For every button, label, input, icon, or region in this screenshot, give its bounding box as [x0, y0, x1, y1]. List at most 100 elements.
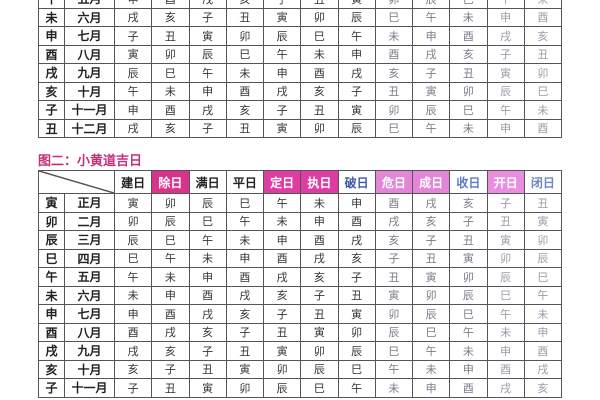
day-cell: 寅	[486, 230, 525, 250]
day-cell: 寅	[188, 378, 227, 398]
header-cell: 破日	[337, 170, 376, 194]
day-cell: 申	[262, 230, 302, 250]
day-cell: 丑	[262, 322, 302, 342]
day-cell: 丑	[374, 81, 414, 101]
day-cell: 丑	[449, 230, 488, 250]
day-cell: 戌	[188, 304, 227, 324]
day-cell: 子	[374, 248, 414, 268]
day-cell: 卯	[337, 322, 376, 342]
day-cell: 辰	[337, 341, 376, 361]
branch-cell: 丑	[38, 118, 65, 138]
month-cell: 八月	[64, 44, 115, 64]
day-cell: 亥	[151, 118, 190, 138]
day-cell: 寅	[337, 100, 376, 120]
day-cell: 戌	[151, 322, 190, 342]
day-cell: 午	[374, 359, 414, 379]
day-cell: 申	[523, 322, 563, 342]
day-cell: 巳	[523, 81, 563, 101]
day-cell: 卯	[449, 267, 488, 287]
day-cell: 未	[449, 118, 488, 138]
day-cell: 申	[337, 44, 376, 64]
day-cell: 丑	[486, 211, 525, 231]
month-cell: 八月	[64, 322, 115, 342]
branch-cell: 寅	[38, 193, 65, 213]
day-cell: 酉	[225, 81, 265, 101]
branch-cell: 午	[38, 267, 65, 287]
day-cell: 戌	[523, 359, 563, 379]
day-cell: 未	[262, 211, 302, 231]
day-cell: 辰	[449, 285, 488, 305]
day-cell: 子	[486, 193, 525, 213]
day-cell: 巳	[225, 193, 265, 213]
branch-cell: 卯	[38, 211, 65, 231]
day-cell: 午	[449, 322, 488, 342]
day-cell: 子	[411, 63, 451, 83]
day-cell: 巳	[151, 230, 190, 250]
day-cell: 戌	[300, 248, 339, 268]
month-cell: 九月	[64, 341, 115, 361]
day-cell: 巳	[188, 211, 227, 231]
day-cell: 卯	[411, 285, 451, 305]
table-row: 卯二月卯辰巳午未申酉戌亥子丑寅	[38, 211, 563, 231]
day-cell: 巳	[449, 304, 488, 324]
day-cell: 未	[523, 100, 563, 120]
table-row: 丑十二月戌亥子丑寅卯辰巳午未申酉	[38, 118, 563, 138]
day-cell: 申	[151, 285, 190, 305]
day-cell: 未	[374, 378, 414, 398]
day-cell: 戌	[337, 63, 376, 83]
branch-cell: 戌	[38, 63, 65, 83]
day-cell: 卯	[262, 359, 302, 379]
branch-cell: 辰	[38, 230, 65, 250]
table-row: 酉八月寅卯辰巳午未申酉戌亥子丑	[38, 44, 563, 64]
day-cell: 寅	[225, 359, 265, 379]
month-cell: 十月	[64, 81, 115, 101]
month-cell: 正月	[64, 193, 115, 213]
day-cell: 巳	[113, 248, 153, 268]
day-cell: 未	[486, 322, 525, 342]
branch-cell: 亥	[38, 359, 65, 379]
day-cell: 午	[262, 44, 302, 64]
day-cell: 酉	[337, 211, 376, 231]
day-cell: 申	[113, 304, 153, 324]
day-cell: 丑	[151, 26, 190, 46]
day-cell: 申	[449, 359, 488, 379]
month-cell: 十二月	[64, 118, 115, 138]
day-cell: 未	[151, 267, 190, 287]
day-cell: 亥	[449, 44, 488, 64]
header-cell: 开日	[486, 170, 525, 194]
day-cell: 亥	[262, 285, 302, 305]
day-cell: 申	[188, 267, 227, 287]
day-cell: 亥	[374, 63, 414, 83]
day-cell: 午	[523, 285, 563, 305]
day-cell: 戌	[411, 193, 451, 213]
header-cell: 建日	[113, 170, 153, 194]
day-cell: 子	[188, 7, 227, 27]
day-cell: 酉	[374, 44, 414, 64]
day-cell: 辰	[262, 26, 302, 46]
day-cell: 寅	[262, 7, 302, 27]
day-cell: 未	[225, 63, 265, 83]
day-cell: 子	[486, 44, 525, 64]
header-cell: 满日	[188, 170, 227, 194]
day-cell: 午	[337, 26, 376, 46]
day-cell: 卯	[300, 118, 339, 138]
day-cell: 未	[523, 0, 563, 9]
month-cell: 六月	[64, 285, 115, 305]
day-cell: 卯	[374, 304, 414, 324]
day-cell: 辰	[188, 44, 227, 64]
day-cell: 申	[113, 0, 153, 9]
day-cell: 酉	[523, 341, 563, 361]
day-cell: 午	[486, 0, 525, 9]
month-cell: 三月	[64, 230, 115, 250]
day-cell: 未	[225, 230, 265, 250]
day-cell: 未	[300, 44, 339, 64]
day-cell: 未	[411, 359, 451, 379]
huangdao-table-1: 午五月申酉戌亥子丑寅卯辰巳午未未六月戌亥子丑寅卯辰巳午未申酉申七月子丑寅卯辰巳午…	[38, 0, 563, 138]
huangdao-table-2: 建日 除日 满日 平日 定日 执日 破日 危日 成日 收日 开日 闭日 寅正月寅卯辰巳午未申酉戌亥子丑…	[38, 170, 563, 398]
day-cell: 亥	[225, 100, 265, 120]
day-cell: 午	[262, 193, 302, 213]
day-cell: 午	[151, 248, 190, 268]
day-cell: 寅	[188, 26, 227, 46]
day-cell: 未	[449, 341, 488, 361]
day-cell: 卯	[300, 7, 339, 27]
